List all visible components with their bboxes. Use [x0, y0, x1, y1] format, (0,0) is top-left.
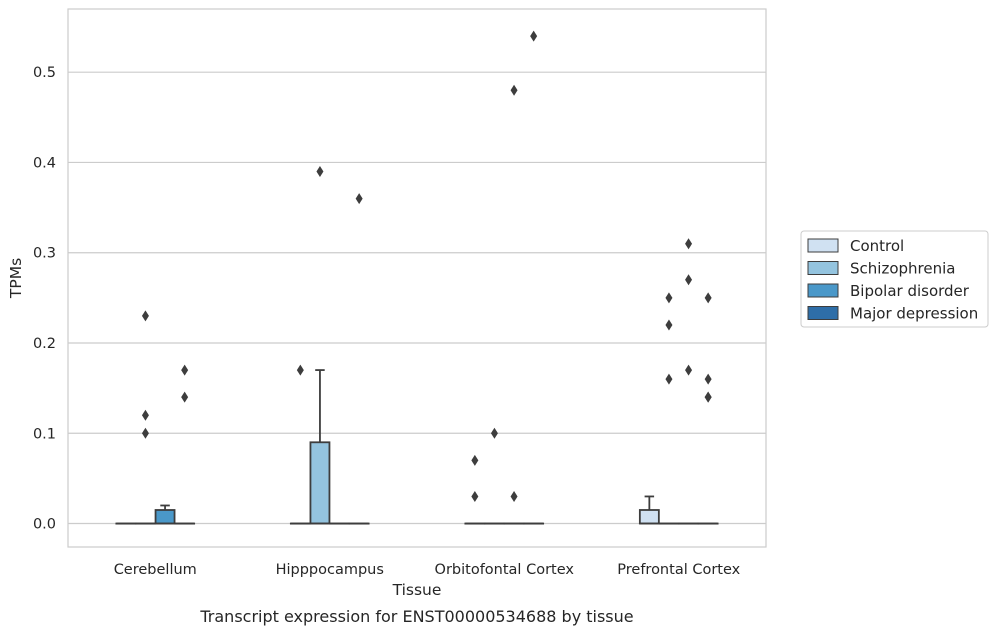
plot-frame [67, 8, 767, 548]
outlier-point [665, 292, 673, 304]
legend-label: Bipolar disorder [850, 282, 970, 300]
box-body [154, 509, 176, 525]
y-tick-label: 0.5 [33, 65, 56, 81]
y-tick-label: 0.1 [33, 426, 56, 442]
legend-swatch [807, 261, 839, 275]
legend-frame [800, 230, 989, 328]
legend-label: Major depression [850, 305, 978, 323]
box-control [638, 495, 660, 525]
legend-label: Schizophrenia [850, 260, 955, 278]
y-tick-label: 0.3 [33, 246, 56, 262]
outlier-point [490, 427, 498, 439]
box-bipolar-disorder [154, 504, 176, 525]
outlier-point [665, 319, 673, 331]
outlier-point [181, 391, 189, 403]
outlier-point [316, 165, 324, 177]
x-tick-label: Hipppocampus [276, 562, 384, 578]
outlier-point [510, 84, 518, 96]
box-body [309, 441, 331, 525]
outlier-point [296, 364, 304, 376]
legend-swatch [807, 283, 839, 298]
legend-item: Control [807, 237, 904, 255]
outlier-point [530, 30, 538, 42]
outliers [141, 30, 712, 502]
box-body [638, 509, 660, 525]
outlier-point [704, 292, 712, 304]
legend-item: Schizophrenia [807, 260, 955, 278]
x-tick-labels: Cerebellum Hipppocampus Orbitofontal Corte… [114, 562, 741, 578]
legend-swatch [807, 238, 839, 253]
y-tick-label: 0.2 [33, 336, 56, 352]
outlier-point [141, 310, 149, 322]
outlier-point [685, 274, 693, 286]
y-axis-label: TPMs [7, 258, 25, 299]
outlier-point [510, 490, 518, 502]
outlier-point [355, 193, 363, 205]
outlier-point [665, 373, 673, 385]
outlier-point [704, 373, 712, 385]
legend-label: Control [850, 237, 904, 255]
x-tick-label: Prefrontal Cortex [617, 562, 740, 578]
outlier-point [471, 454, 479, 466]
y-tick-labels: 0.0 0.1 0.2 0.3 0.4 0.5 [33, 65, 56, 532]
y-tick-label: 0.0 [33, 517, 56, 533]
grid-lines [68, 71, 766, 525]
outlier-point [181, 364, 189, 376]
legend-item: Bipolar disorder [807, 282, 970, 300]
outlier-point [685, 364, 693, 376]
x-tick-label: Cerebellum [114, 562, 197, 578]
outlier-point [685, 238, 693, 250]
legend-swatch [807, 306, 839, 320]
x-tick-label: Orbitofontal Cortex [435, 562, 575, 578]
boxes [115, 369, 719, 525]
box-schizophrenia [309, 369, 331, 525]
chart-caption: Transcript expression for ENST0000053468… [199, 607, 633, 626]
outlier-point [141, 409, 149, 421]
outlier-point [471, 490, 479, 502]
legend: Control Schizophrenia Bipolar disorder Majo… [800, 230, 989, 328]
y-tick-label: 0.4 [33, 155, 56, 171]
legend-item: Major depression [807, 305, 978, 323]
outlier-point [704, 391, 712, 403]
outlier-point [141, 427, 149, 439]
x-axis-label: Tissue [392, 581, 442, 599]
